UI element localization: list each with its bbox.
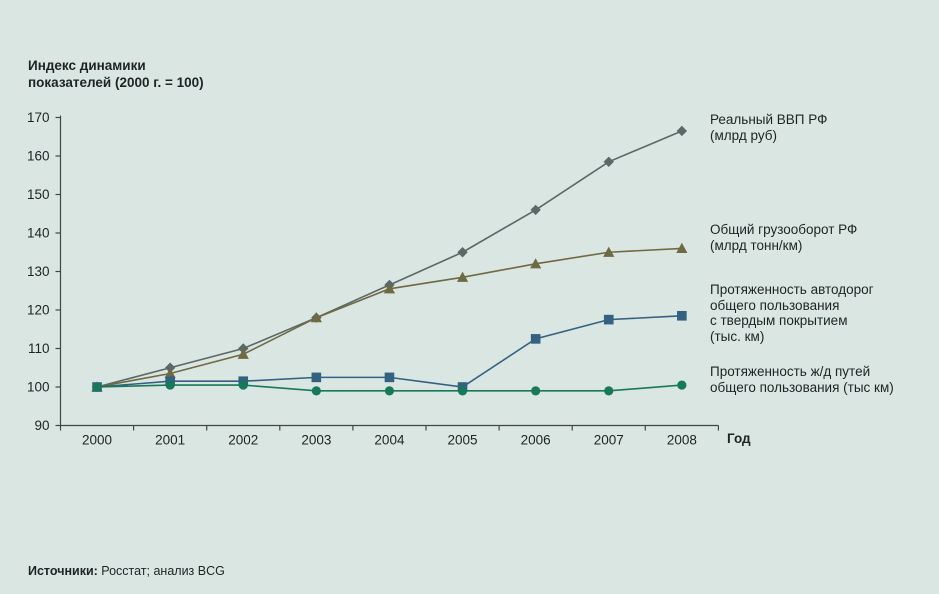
series-1-marker-2001 bbox=[164, 367, 176, 379]
legend-freight-line2: (млрд тонн/км) bbox=[710, 237, 803, 253]
legend-roads-line1: Протяженность автодорог bbox=[710, 282, 874, 297]
x-tick-label: 2007 bbox=[594, 433, 624, 448]
x-tick-label: 2002 bbox=[228, 433, 258, 448]
source-value: Росстат; анализ BCG bbox=[101, 564, 225, 578]
legend-freight-line1: Общий грузооборот РФ bbox=[710, 222, 858, 237]
legend-gdp: Реальный ВВП РФ (млрд руб) bbox=[710, 112, 827, 143]
legend-roads-line4: (тыс. км) bbox=[710, 328, 765, 344]
series-1-marker-2004 bbox=[383, 283, 396, 294]
series-1-marker-2006 bbox=[530, 258, 542, 269]
chart-title-line2: показателей (2000 г. = 100) bbox=[28, 74, 204, 90]
source-line: Источники: Росстат; анализ BCG bbox=[28, 564, 225, 578]
series-2-marker-2007 bbox=[603, 314, 614, 325]
y-tick-label: 90 bbox=[34, 418, 49, 433]
series-3-marker-2008 bbox=[677, 380, 687, 390]
legend-rail: Протяженность ж/д путей общего пользован… bbox=[710, 364, 894, 395]
legend-roads-line3: с твердым покрытием bbox=[710, 313, 848, 328]
y-tick-label: 120 bbox=[27, 303, 50, 318]
legend-gdp-line2: (млрд руб) bbox=[710, 127, 777, 143]
series-3-marker-2000 bbox=[92, 382, 102, 392]
series-2-marker-2003 bbox=[311, 372, 322, 383]
x-tick-label: 2004 bbox=[374, 433, 405, 448]
y-tick-label: 160 bbox=[27, 149, 50, 164]
x-tick-label: 2005 bbox=[448, 433, 478, 448]
series-2-marker-2004 bbox=[384, 372, 395, 383]
series-1-marker-2003 bbox=[310, 312, 322, 323]
series-1-marker-2002 bbox=[237, 348, 249, 359]
series-3-marker-2004 bbox=[384, 386, 395, 396]
legend-rail-line2: общего пользования (тыс км) bbox=[710, 379, 894, 395]
series-3-marker-2003 bbox=[311, 386, 321, 396]
x-tick-label: 2006 bbox=[521, 433, 551, 448]
series-0-marker-2001 bbox=[164, 362, 176, 373]
series-3-marker-2001 bbox=[165, 380, 175, 390]
y-tick-label: 100 bbox=[27, 380, 50, 395]
legend-gdp-line1: Реальный ВВП РФ bbox=[710, 112, 828, 127]
series-0-line bbox=[96, 130, 683, 388]
series-0-marker-2002 bbox=[238, 343, 249, 354]
chart-title-line1: Индекс динамики bbox=[28, 58, 146, 73]
legend-rail-line1: Протяженность ж/д путей bbox=[710, 364, 871, 379]
series-1-marker-2007 bbox=[603, 246, 615, 257]
series-3-marker-2006 bbox=[531, 386, 541, 396]
chart-title: Индекс динамики показателей (2000 г. = 1… bbox=[28, 58, 204, 91]
legend-freight: Общий грузооборот РФ (млрд тонн/км) bbox=[710, 222, 857, 253]
y-tick-label: 150 bbox=[27, 187, 50, 202]
y-tick-label: 170 bbox=[27, 110, 50, 125]
series-0-marker-2007 bbox=[603, 156, 614, 167]
series-2-marker-2008 bbox=[677, 310, 687, 321]
source-label: Источники: bbox=[28, 564, 98, 578]
x-tick-label: 2003 bbox=[301, 433, 331, 448]
series-0-marker-2008 bbox=[676, 125, 688, 137]
series-2-marker-2006 bbox=[530, 334, 541, 344]
x-axis-title: Год bbox=[727, 431, 751, 446]
series-1-marker-2005 bbox=[456, 271, 469, 282]
x-tick-label: 2008 bbox=[667, 433, 697, 448]
y-tick-label: 140 bbox=[27, 226, 50, 241]
series-3-marker-2005 bbox=[457, 386, 468, 396]
legend-roads-line2: общего пользования bbox=[710, 297, 840, 313]
series-3-marker-2007 bbox=[604, 386, 614, 396]
series-0-marker-2005 bbox=[457, 247, 468, 258]
series-0-marker-2006 bbox=[530, 204, 541, 216]
series-3-marker-2002 bbox=[238, 380, 248, 390]
series-1-marker-2008 bbox=[676, 242, 688, 253]
series-1-line bbox=[96, 247, 682, 388]
x-tick-label: 2001 bbox=[155, 433, 185, 448]
legend-roads: Протяженность автодорог общего пользован… bbox=[710, 282, 874, 344]
y-tick-label: 110 bbox=[28, 341, 50, 356]
y-tick-label: 130 bbox=[27, 264, 50, 279]
x-tick-label: 2000 bbox=[82, 433, 112, 448]
